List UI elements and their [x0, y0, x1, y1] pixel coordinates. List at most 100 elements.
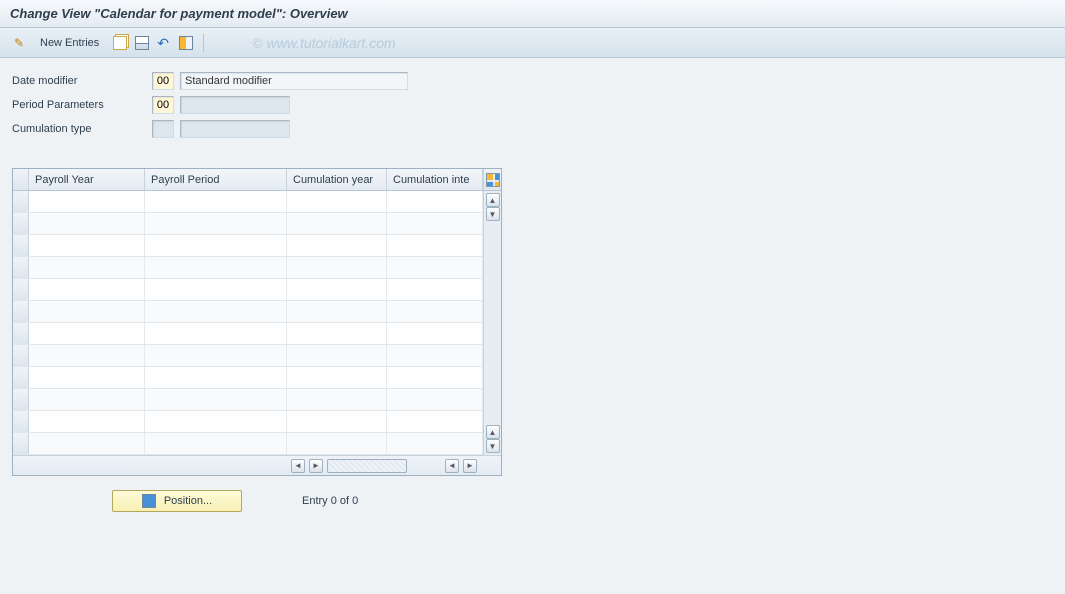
table-cell[interactable]: [145, 433, 287, 454]
table-cell[interactable]: [29, 213, 145, 234]
hscroll-right-inner[interactable]: ►: [309, 459, 323, 473]
copy-icon[interactable]: [111, 34, 129, 52]
row-selector[interactable]: [13, 323, 29, 344]
table-cell[interactable]: [145, 191, 287, 212]
column-header[interactable]: Payroll Year: [29, 169, 145, 190]
new-entries-button[interactable]: New Entries: [32, 37, 107, 49]
table-cell[interactable]: [287, 323, 387, 344]
row-selector[interactable]: [13, 433, 29, 454]
table-row[interactable]: [13, 213, 483, 235]
row-selector[interactable]: [13, 279, 29, 300]
table-cell[interactable]: [29, 191, 145, 212]
table-row[interactable]: [13, 389, 483, 411]
table-cell[interactable]: [387, 279, 483, 300]
table-cell[interactable]: [29, 433, 145, 454]
table-row[interactable]: [13, 301, 483, 323]
row-selector[interactable]: [13, 411, 29, 432]
column-header[interactable]: Cumulation inte: [387, 169, 483, 190]
table-row[interactable]: [13, 323, 483, 345]
table-cell[interactable]: [287, 213, 387, 234]
grid-vertical-scrollbar[interactable]: ▲ ▼ ▲ ▼: [483, 191, 501, 455]
hscroll-right-outer[interactable]: ►: [463, 459, 477, 473]
row-selector[interactable]: [13, 191, 29, 212]
table-cell[interactable]: [387, 323, 483, 344]
position-button[interactable]: Position...: [112, 490, 242, 512]
row-selector[interactable]: [13, 345, 29, 366]
table-cell[interactable]: [387, 235, 483, 256]
table-cell[interactable]: [387, 345, 483, 366]
table-cell[interactable]: [287, 257, 387, 278]
table-cell[interactable]: [29, 301, 145, 322]
hscroll-left-outer[interactable]: ◄: [445, 459, 459, 473]
table-cell[interactable]: [145, 235, 287, 256]
table-cell[interactable]: [145, 323, 287, 344]
table-cell[interactable]: [29, 279, 145, 300]
table-row[interactable]: [13, 345, 483, 367]
cumulation-type-desc: [180, 120, 290, 138]
table-cell[interactable]: [145, 411, 287, 432]
table-cell[interactable]: [29, 323, 145, 344]
table-row[interactable]: [13, 191, 483, 213]
row-selector[interactable]: [13, 213, 29, 234]
table-cell[interactable]: [287, 367, 387, 388]
table-cell[interactable]: [387, 257, 483, 278]
table-cell[interactable]: [387, 301, 483, 322]
table-row[interactable]: [13, 433, 483, 455]
table-cell[interactable]: [29, 367, 145, 388]
save-icon[interactable]: [133, 34, 151, 52]
table-cell[interactable]: [387, 433, 483, 454]
date-modifier-desc[interactable]: [180, 72, 408, 90]
table-cell[interactable]: [29, 411, 145, 432]
table-cell[interactable]: [387, 191, 483, 212]
table-cell[interactable]: [145, 279, 287, 300]
table-cell[interactable]: [387, 213, 483, 234]
table-cell[interactable]: [287, 411, 387, 432]
column-header[interactable]: Payroll Period: [145, 169, 287, 190]
table-row[interactable]: [13, 235, 483, 257]
table-cell[interactable]: [387, 389, 483, 410]
table-cell[interactable]: [29, 235, 145, 256]
table-cell[interactable]: [387, 411, 483, 432]
table-cell[interactable]: [287, 279, 387, 300]
row-selector[interactable]: [13, 389, 29, 410]
hscroll-left-inner[interactable]: ◄: [291, 459, 305, 473]
table-cell[interactable]: [145, 213, 287, 234]
table-cell[interactable]: [287, 235, 387, 256]
scroll-up-button-2[interactable]: ▲: [486, 425, 500, 439]
table-cell[interactable]: [29, 257, 145, 278]
period-params-code[interactable]: [152, 96, 174, 114]
row-selector[interactable]: [13, 301, 29, 322]
table-cell[interactable]: [287, 433, 387, 454]
scroll-up-button[interactable]: ▲: [486, 193, 500, 207]
grid-config-button[interactable]: [483, 169, 501, 190]
table-cell[interactable]: [145, 257, 287, 278]
row-selector[interactable]: [13, 367, 29, 388]
table-cell[interactable]: [287, 191, 387, 212]
column-header[interactable]: Cumulation year: [287, 169, 387, 190]
table-cell[interactable]: [29, 389, 145, 410]
grid-select-all[interactable]: [13, 169, 29, 190]
table-cell[interactable]: [145, 389, 287, 410]
table-cell[interactable]: [287, 345, 387, 366]
row-selector[interactable]: [13, 257, 29, 278]
table-cell[interactable]: [29, 345, 145, 366]
table-cell[interactable]: [387, 367, 483, 388]
table-cell[interactable]: [287, 389, 387, 410]
form-row-cumulation-type: Cumulation type: [12, 118, 1053, 140]
table-cell[interactable]: [145, 301, 287, 322]
table-cell[interactable]: [287, 301, 387, 322]
table-row[interactable]: [13, 279, 483, 301]
scroll-down-button[interactable]: ▼: [486, 207, 500, 221]
table-cell[interactable]: [145, 367, 287, 388]
select-icon[interactable]: [177, 34, 195, 52]
table-row[interactable]: [13, 257, 483, 279]
table-row[interactable]: [13, 367, 483, 389]
edit-icon[interactable]: ✎: [10, 34, 28, 52]
table-cell[interactable]: [145, 345, 287, 366]
table-row[interactable]: [13, 411, 483, 433]
row-selector[interactable]: [13, 235, 29, 256]
undo-icon[interactable]: ↶: [155, 34, 173, 52]
hscroll-track[interactable]: [327, 459, 407, 473]
scroll-down-button-2[interactable]: ▼: [486, 439, 500, 453]
date-modifier-code[interactable]: [152, 72, 174, 90]
